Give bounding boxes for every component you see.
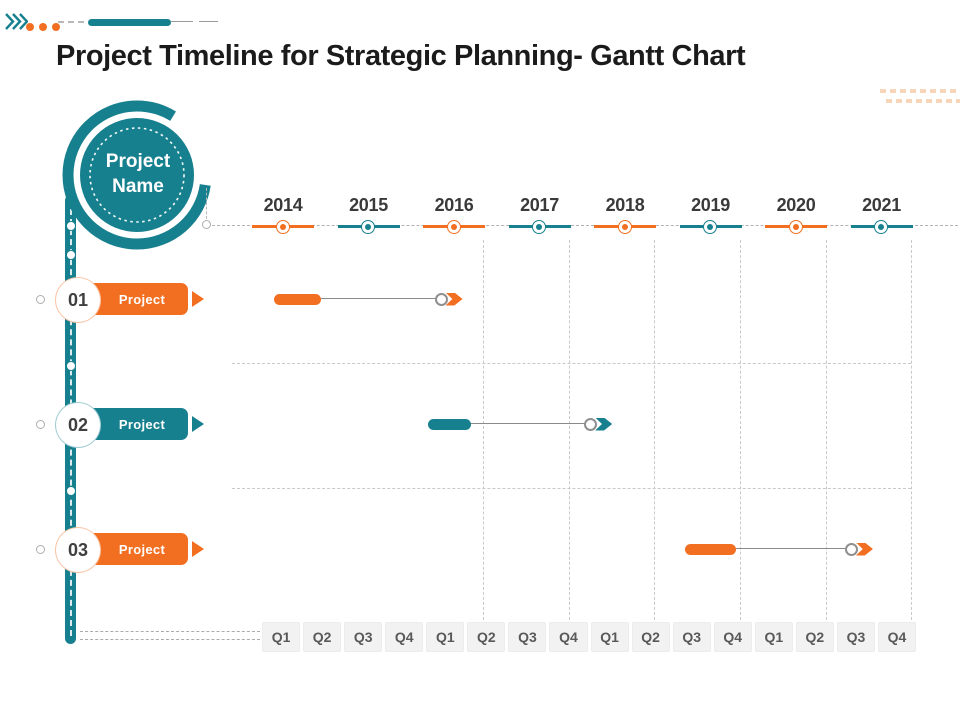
grid-vline bbox=[483, 240, 484, 620]
year-marker bbox=[788, 219, 803, 234]
decor-line bbox=[171, 21, 193, 22]
grid-vline bbox=[826, 240, 827, 620]
grid-hline bbox=[232, 488, 911, 489]
footer-dashed-line-2 bbox=[80, 639, 260, 640]
axis-start-ring bbox=[202, 220, 211, 229]
year-label: 2021 bbox=[862, 195, 901, 215]
grid-hline bbox=[232, 363, 911, 364]
chevrons-right-icon bbox=[5, 13, 28, 30]
row-arrow-icon bbox=[192, 291, 204, 307]
page-title: Project Timeline for Strategic Planning-… bbox=[56, 40, 746, 72]
bar-arrow-icon bbox=[595, 417, 613, 431]
bar-milestone-ring bbox=[434, 292, 448, 306]
row-arrow-icon bbox=[192, 416, 204, 432]
quarter-cell: Q4 bbox=[385, 622, 424, 652]
project-name-badge bbox=[62, 100, 212, 250]
row-start-ring bbox=[36, 294, 45, 304]
footer-dashed-line-1 bbox=[80, 631, 260, 632]
year-marker bbox=[703, 219, 717, 234]
year-marker bbox=[617, 219, 632, 234]
ornament-connector bbox=[206, 188, 207, 219]
year-marker bbox=[275, 219, 290, 234]
year-label: 2016 bbox=[434, 195, 474, 215]
bar-solid bbox=[274, 293, 322, 305]
project-name-label: Project Name bbox=[105, 151, 171, 197]
year-label: 2017 bbox=[520, 195, 559, 215]
year-label: 2020 bbox=[776, 195, 816, 215]
grid-vline bbox=[569, 240, 570, 620]
spine-node bbox=[66, 250, 76, 260]
decor-dots bbox=[26, 18, 65, 36]
year-label: 2014 bbox=[263, 195, 303, 215]
bar-arrow-icon bbox=[445, 292, 463, 306]
quarter-cell: Q2 bbox=[467, 622, 506, 652]
bar-arrow-icon bbox=[855, 542, 873, 556]
quarter-cell: Q2 bbox=[303, 622, 342, 652]
year-marker bbox=[874, 219, 888, 234]
spine-node bbox=[66, 486, 76, 496]
quarter-cell: Q2 bbox=[795, 622, 834, 652]
grid-vline bbox=[740, 240, 741, 620]
quarter-cell: Q3 bbox=[508, 622, 547, 652]
row-pill-label: Project bbox=[118, 416, 166, 432]
year-marker bbox=[446, 219, 461, 234]
bar-connector bbox=[317, 298, 442, 299]
quarter-cell: Q3 bbox=[836, 622, 875, 652]
quarter-cell: Q1 bbox=[754, 622, 793, 652]
decor-dashed-line bbox=[58, 21, 84, 23]
bar-milestone-ring bbox=[845, 542, 859, 556]
decor-peach-dashes-1 bbox=[880, 89, 960, 93]
year-marker bbox=[532, 219, 546, 234]
row-pill-label: Project bbox=[118, 541, 166, 557]
decor-teal-bar bbox=[88, 19, 171, 26]
row-pill-label: Project bbox=[118, 291, 166, 307]
quarter-cell: Q2 bbox=[631, 622, 670, 652]
row-arrow-icon bbox=[192, 541, 204, 557]
grid-vline bbox=[654, 240, 655, 620]
year-label: 2015 bbox=[349, 195, 388, 215]
quarter-cell: Q4 bbox=[877, 622, 916, 652]
bar-connector bbox=[467, 423, 591, 424]
quarter-cell: Q1 bbox=[426, 622, 465, 652]
grid-vline bbox=[911, 240, 912, 620]
row-number-circle: 02 bbox=[55, 402, 101, 448]
year-label: 2018 bbox=[605, 195, 645, 215]
row-number-circle: 03 bbox=[55, 527, 101, 573]
quarter-row: Q1 Q2 Q3 Q4 Q1 Q2 Q3 Q4 Q1 Q2 Q3 Q4 Q1 Q2 Q3 Q4 bbox=[262, 622, 916, 652]
quarter-cell: Q4 bbox=[713, 622, 752, 652]
spine-node bbox=[66, 361, 76, 371]
year-axis-line bbox=[212, 225, 958, 226]
quarter-cell: Q3 bbox=[344, 622, 383, 652]
row-start-ring bbox=[36, 544, 45, 554]
row-start-ring bbox=[36, 419, 45, 429]
row-number-circle: 01 bbox=[55, 277, 101, 323]
spine-node bbox=[66, 221, 76, 231]
quarter-cell: Q1 bbox=[262, 622, 301, 652]
quarter-cell: Q1 bbox=[590, 622, 629, 652]
decor-peach-dashes-2 bbox=[886, 99, 960, 103]
bar-solid bbox=[428, 418, 472, 430]
year-marker bbox=[361, 219, 375, 234]
bar-solid bbox=[684, 543, 737, 555]
quarter-cell: Q4 bbox=[549, 622, 588, 652]
decor-line-2 bbox=[199, 21, 218, 22]
quarter-cell: Q3 bbox=[672, 622, 711, 652]
bar-milestone-ring bbox=[584, 417, 598, 431]
bar-connector bbox=[732, 548, 852, 549]
year-label: 2019 bbox=[691, 195, 730, 215]
